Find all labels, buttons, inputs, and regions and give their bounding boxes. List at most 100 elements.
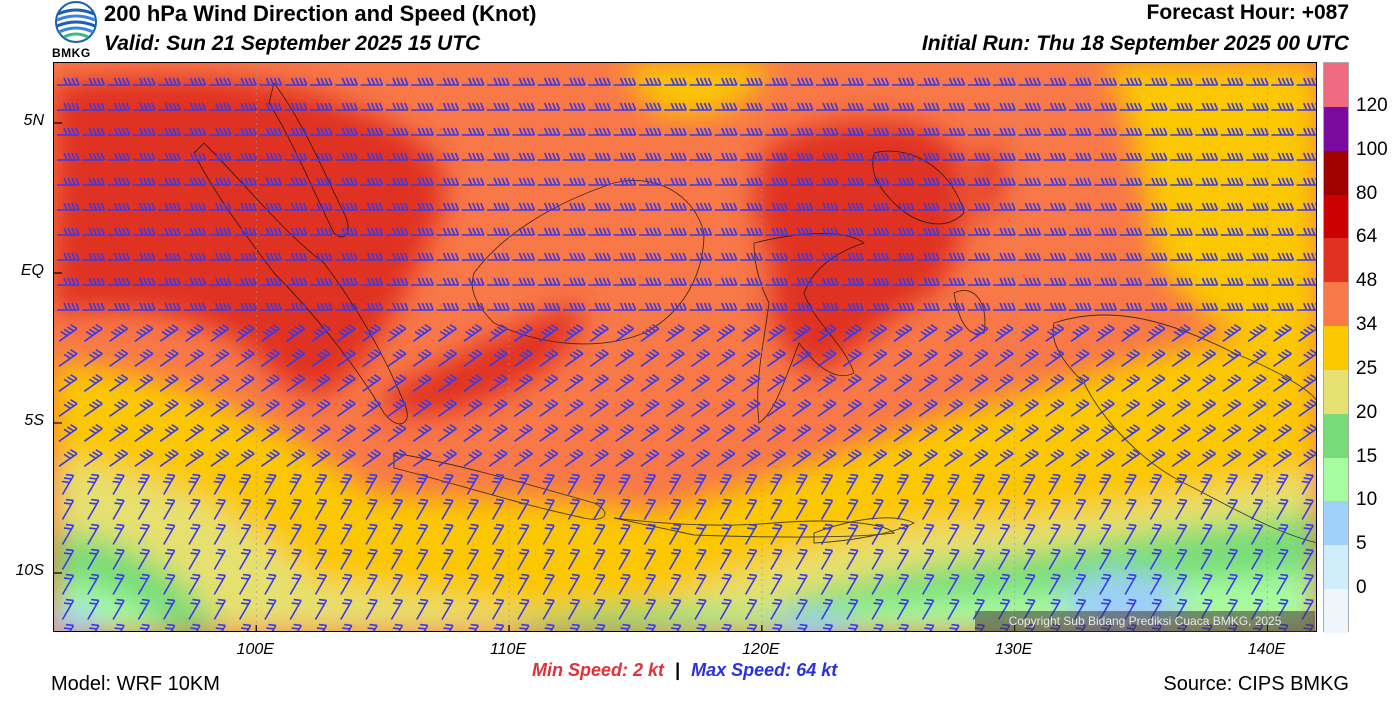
wind-barb — [564, 398, 584, 417]
colorbar-label: 48 — [1356, 270, 1378, 292]
wind-barb — [967, 252, 991, 261]
wind-barb — [841, 302, 865, 311]
wind-barb — [234, 152, 257, 161]
wind-barb — [766, 373, 786, 392]
wind-barb — [234, 202, 257, 211]
wind-barb — [487, 252, 510, 261]
wind-barb — [1170, 177, 1193, 186]
wind-barb — [640, 398, 660, 417]
wind-barb — [340, 598, 353, 620]
wind-barb — [563, 127, 586, 136]
wind-barb — [1246, 252, 1269, 261]
wind-barb — [790, 102, 814, 111]
wind-barb — [286, 323, 306, 342]
wind-barb — [1043, 202, 1067, 211]
wind-barb — [795, 573, 808, 595]
wind-barb — [993, 202, 1016, 211]
wind-barb — [1222, 398, 1242, 417]
wind-barb — [790, 152, 814, 161]
wind-barb — [438, 398, 457, 417]
wind-barb — [1045, 373, 1065, 392]
wind-barb — [185, 398, 204, 417]
wind-barb — [719, 598, 732, 620]
colorbar-label: 100 — [1356, 138, 1388, 160]
wind-barb — [1119, 177, 1143, 186]
wind-barb — [1045, 348, 1065, 367]
wind-barb — [741, 423, 761, 442]
wind-barb — [537, 227, 561, 236]
wind-barb — [1296, 252, 1316, 261]
wind-barb — [947, 623, 960, 631]
wind-barb — [335, 277, 359, 286]
wind-barb — [1170, 127, 1193, 136]
wind-barb — [766, 323, 786, 342]
wind-barb — [1222, 373, 1242, 392]
wind-barb — [411, 227, 434, 236]
wind-barb — [57, 77, 80, 86]
copyright-note: Copyright Sub Bidang Prediksi Cuaca BMKG… — [975, 611, 1315, 632]
wind-barb — [259, 177, 283, 186]
wind-barb — [1069, 252, 1092, 261]
wind-barb — [1069, 177, 1092, 186]
wind-barb — [61, 623, 75, 631]
wind-barb — [993, 102, 1016, 111]
wind-barb — [588, 202, 612, 211]
wind-barb — [1149, 498, 1163, 520]
wind-barb — [132, 77, 156, 86]
wind-barb — [335, 252, 359, 261]
wind-barb — [411, 202, 434, 211]
wind-barb — [163, 523, 176, 545]
wind-barb — [1146, 373, 1166, 392]
wind-barb — [1171, 448, 1191, 467]
wind-barb — [567, 573, 581, 595]
wind-barb — [208, 127, 232, 136]
wind-barb — [517, 473, 530, 495]
wind-barb — [969, 348, 989, 367]
wind-barb — [1018, 277, 1042, 286]
wind-barb — [765, 227, 789, 236]
wind-barb — [1246, 127, 1269, 136]
colorbar-segment — [1324, 326, 1348, 371]
wind-barb — [994, 423, 1014, 442]
wind-barb — [1272, 398, 1292, 417]
wind-barb — [942, 302, 966, 311]
wind-barb — [841, 152, 865, 161]
wind-barb — [365, 548, 378, 570]
wind-barb — [714, 77, 738, 86]
wind-barb — [613, 302, 637, 311]
wind-barb — [665, 423, 685, 442]
wind-barb — [132, 177, 156, 186]
wind-barb — [716, 423, 736, 442]
wind-barb — [340, 548, 353, 570]
wind-barb — [488, 423, 508, 442]
wind-barb — [183, 302, 207, 311]
wind-barb — [638, 277, 662, 286]
wind-barb — [264, 573, 277, 595]
bmkg-logo — [55, 1, 97, 43]
wind-barb — [57, 127, 80, 136]
wind-barb — [335, 177, 359, 186]
wind-barb — [289, 623, 302, 631]
wind-barb — [260, 398, 280, 417]
wind-barb — [846, 473, 859, 495]
wind-barb — [365, 523, 378, 545]
wind-barb — [58, 448, 78, 467]
wind-barb — [866, 127, 890, 136]
wind-barb — [640, 373, 660, 392]
wind-barb — [665, 373, 685, 392]
wind-barb — [513, 423, 533, 442]
wind-barb — [1296, 77, 1316, 86]
wind-barb — [1149, 523, 1163, 545]
wind-barb — [944, 423, 963, 442]
wind-barb — [716, 323, 736, 342]
wind-barb — [1276, 498, 1289, 520]
wind-barb — [213, 498, 226, 520]
wind-barb — [1043, 102, 1067, 111]
wind-barb — [694, 473, 707, 495]
wind-barb — [365, 623, 378, 631]
wind-barb — [643, 623, 657, 631]
wind-barb — [107, 302, 131, 311]
wind-barb — [790, 127, 814, 136]
wind-barb — [841, 77, 865, 86]
wind-barb — [792, 348, 812, 367]
